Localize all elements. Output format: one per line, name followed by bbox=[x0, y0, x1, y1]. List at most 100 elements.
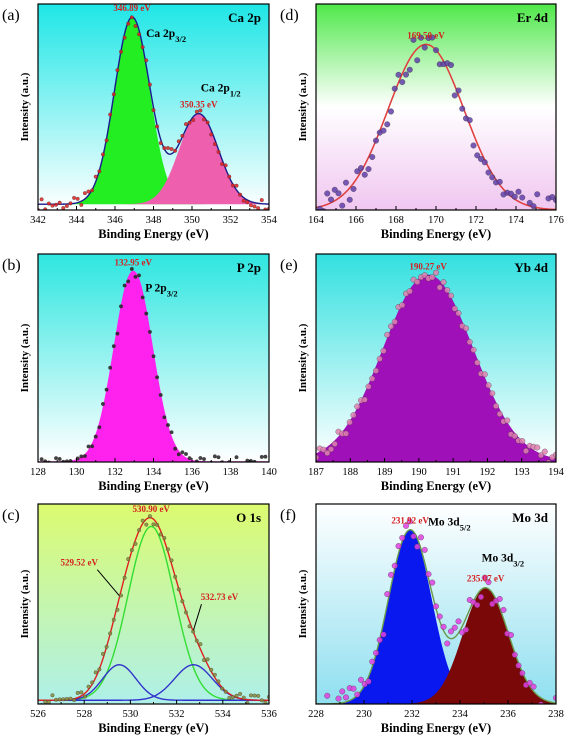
plot-area bbox=[316, 269, 556, 462]
data-point bbox=[133, 274, 138, 279]
panel-letter: (e) bbox=[280, 257, 298, 274]
data-point bbox=[429, 579, 436, 586]
data-point bbox=[369, 154, 376, 160]
data-point bbox=[515, 662, 522, 669]
data-point bbox=[373, 137, 379, 144]
data-point bbox=[448, 628, 454, 635]
data-point bbox=[436, 284, 443, 291]
peak-value-label: 190.27 eV bbox=[409, 261, 447, 271]
panel-letter: (c) bbox=[2, 507, 20, 524]
data-point bbox=[180, 599, 185, 604]
data-point bbox=[234, 183, 239, 188]
data-point bbox=[86, 444, 91, 449]
x-tick-label: 236 bbox=[500, 709, 516, 720]
x-axis-label: Binding Energy (eV) bbox=[381, 479, 491, 493]
data-point bbox=[162, 415, 167, 420]
data-point bbox=[519, 194, 526, 201]
data-point bbox=[459, 105, 466, 112]
data-point bbox=[43, 207, 48, 210]
data-point bbox=[478, 156, 484, 162]
x-tick-label: 166 bbox=[348, 215, 364, 226]
data-point bbox=[538, 452, 544, 459]
data-point bbox=[122, 283, 127, 288]
data-point bbox=[474, 152, 481, 159]
data-point bbox=[93, 434, 98, 439]
data-point bbox=[391, 318, 398, 325]
peak-1-fill bbox=[38, 17, 269, 205]
data-point bbox=[451, 305, 458, 312]
data-point bbox=[474, 359, 481, 366]
data-point bbox=[198, 108, 203, 113]
data-point bbox=[212, 672, 217, 677]
data-point bbox=[466, 117, 473, 124]
x-tick-label: 128 bbox=[30, 467, 46, 478]
data-point bbox=[335, 695, 342, 702]
data-point bbox=[436, 613, 443, 620]
data-point bbox=[365, 383, 372, 390]
data-point bbox=[169, 147, 174, 151]
peak-name-label: P 2p3/2 bbox=[145, 282, 177, 298]
data-point bbox=[455, 618, 462, 625]
data-point bbox=[406, 288, 413, 295]
data-point bbox=[380, 347, 387, 354]
peak-name-label: Ca 2p3/2 bbox=[146, 28, 186, 44]
x-tick-label: 191 bbox=[445, 467, 461, 478]
x-tick-label: 190 bbox=[411, 467, 427, 478]
data-point bbox=[485, 169, 492, 176]
data-point bbox=[212, 142, 217, 147]
data-point bbox=[101, 152, 105, 157]
data-point bbox=[140, 295, 145, 300]
data-point bbox=[108, 112, 113, 117]
data-point bbox=[448, 292, 454, 299]
data-point bbox=[115, 607, 120, 612]
data-point bbox=[202, 117, 206, 122]
data-point bbox=[418, 34, 424, 41]
data-point bbox=[391, 85, 398, 92]
panel-title: Mo 3d bbox=[512, 510, 549, 525]
data-point bbox=[122, 575, 127, 580]
data-point bbox=[173, 148, 178, 153]
data-point bbox=[86, 684, 91, 689]
data-point bbox=[238, 463, 242, 467]
panel-title: P 2p bbox=[237, 260, 261, 275]
data-point bbox=[68, 201, 73, 206]
plot-area bbox=[38, 514, 269, 704]
data-point bbox=[399, 302, 406, 309]
y-axis-label: Intensity (a.u.) bbox=[297, 569, 309, 638]
peak-value-label: 529.52 eV bbox=[61, 558, 99, 568]
data-point bbox=[209, 667, 214, 672]
x-tick-label: 228 bbox=[308, 709, 324, 720]
data-point bbox=[511, 433, 518, 440]
peak-value-label: 346.89 eV bbox=[113, 3, 151, 13]
data-point bbox=[259, 698, 264, 703]
data-point bbox=[202, 658, 206, 663]
data-point bbox=[414, 57, 421, 64]
data-point bbox=[50, 693, 55, 698]
data-point bbox=[523, 447, 529, 454]
data-point bbox=[406, 66, 413, 73]
data-point bbox=[331, 186, 338, 193]
panel-title: Ca 2p bbox=[228, 10, 261, 25]
data-point bbox=[238, 192, 243, 197]
x-tick-label: 234 bbox=[452, 709, 469, 720]
data-point bbox=[43, 459, 48, 462]
data-point bbox=[485, 579, 492, 586]
data-point bbox=[155, 124, 160, 129]
data-point bbox=[72, 698, 77, 703]
data-point bbox=[115, 68, 120, 73]
data-point bbox=[79, 454, 84, 459]
peak-1-fill bbox=[38, 271, 269, 462]
data-point bbox=[252, 693, 257, 698]
data-point bbox=[51, 463, 55, 467]
data-point bbox=[526, 679, 533, 686]
data-point bbox=[111, 344, 116, 349]
data-point bbox=[155, 375, 160, 380]
data-point bbox=[358, 676, 364, 683]
data-point bbox=[194, 638, 199, 643]
data-point bbox=[57, 200, 62, 205]
data-point bbox=[526, 199, 533, 206]
data-point bbox=[256, 463, 260, 467]
data-point bbox=[448, 62, 454, 68]
data-point bbox=[481, 159, 488, 166]
data-point bbox=[191, 118, 196, 123]
